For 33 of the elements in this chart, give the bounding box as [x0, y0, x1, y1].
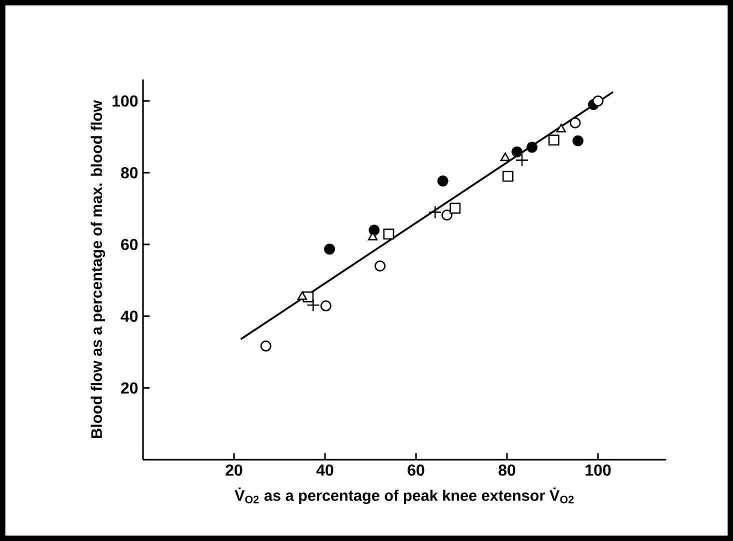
point [260, 340, 272, 352]
x-tick-label: 80 [498, 464, 516, 476]
point [383, 228, 394, 240]
point [592, 96, 604, 106]
y-tick-label: 40 [120, 310, 138, 322]
point [526, 142, 538, 153]
point [570, 117, 581, 128]
x-tick-label: 20 [226, 464, 242, 476]
point [437, 176, 448, 186]
point [428, 206, 442, 219]
point [502, 170, 514, 182]
x-tick-label: 40 [316, 464, 334, 476]
y-tick-label: 100 [112, 95, 138, 107]
point [450, 202, 461, 214]
point [374, 260, 386, 272]
x-tick-label: 60 [408, 464, 424, 476]
point [500, 152, 510, 162]
point [324, 244, 336, 255]
x-axis-title: V̇$_{O2}$ as a percentage of peak knee extensor V̇$_{O2}$ [234, 488, 574, 504]
point [556, 124, 566, 132]
y-tick-label: 20 [121, 382, 138, 394]
point [548, 134, 560, 146]
x-tick-label: 100 [586, 464, 611, 476]
point [512, 146, 522, 158]
y-tick-label: 60 [121, 238, 138, 250]
point [572, 135, 584, 146]
point [306, 298, 320, 312]
point [320, 300, 332, 312]
point [515, 154, 529, 167]
point [297, 291, 308, 300]
y-tick-label: 80 [121, 167, 138, 178]
point [441, 210, 452, 221]
y-axis-title: Blood flow as a percentage of max. blood flow [90, 100, 106, 438]
